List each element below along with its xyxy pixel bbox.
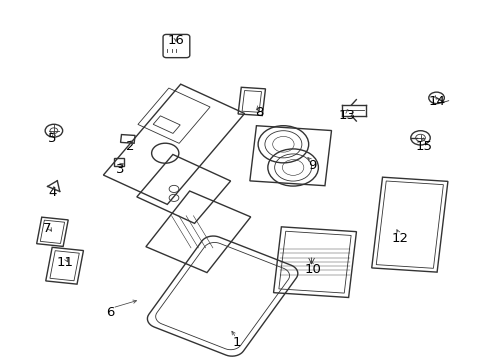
Text: 13: 13: [337, 109, 354, 122]
Text: 1: 1: [232, 336, 241, 349]
Text: 7: 7: [43, 222, 52, 235]
Text: 15: 15: [415, 140, 432, 153]
Text: 16: 16: [168, 34, 184, 47]
Text: 8: 8: [254, 105, 263, 119]
Text: 12: 12: [391, 233, 408, 246]
Text: 4: 4: [48, 186, 57, 199]
Text: 11: 11: [56, 256, 73, 269]
Text: 10: 10: [304, 263, 320, 276]
Text: 6: 6: [106, 306, 115, 319]
Text: 5: 5: [48, 132, 57, 145]
Text: 9: 9: [308, 159, 316, 172]
Text: 14: 14: [427, 95, 444, 108]
Text: 2: 2: [126, 140, 134, 153]
Text: 3: 3: [116, 163, 124, 176]
